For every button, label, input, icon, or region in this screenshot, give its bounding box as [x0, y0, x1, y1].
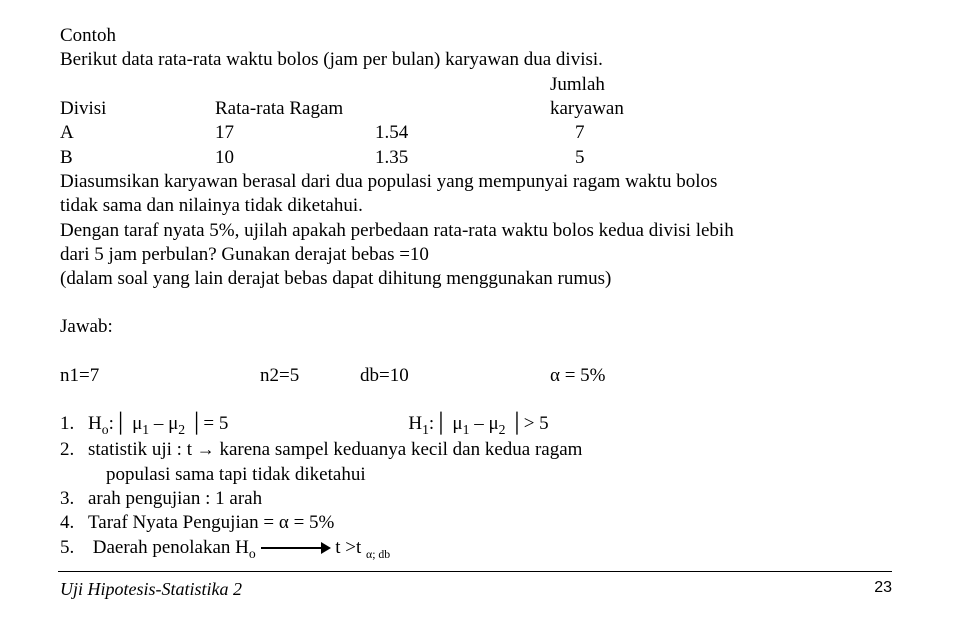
step-2-line2: populasi sama tapi tidak diketahui	[106, 464, 366, 485]
cell-b-ragam: 1.35	[375, 146, 575, 170]
data-table-header: DivisiRata-rata Ragam Jumlah karyawan	[60, 73, 900, 122]
step-4-text: Taraf Nyata Pengujian = α = 5%	[88, 512, 334, 533]
page: Contoh Berikut data rata-rata waktu bolo…	[0, 0, 960, 630]
blank-3	[60, 388, 900, 412]
footer: Uji Hipotesis-Statistika 2 23	[60, 579, 892, 600]
intro-text: Berikut data rata-rata waktu bolos (jam …	[60, 48, 900, 72]
step-5-text-a: Daerah penolakan Ho	[88, 537, 256, 558]
param-alpha: α = 5%	[550, 364, 606, 388]
param-n1: n1=7	[60, 364, 260, 388]
h0: Ho:│ μ1 – μ2 │= 5	[88, 413, 228, 434]
page-number: 23	[874, 579, 892, 600]
col-rata: Rata-rata Ragam	[215, 97, 395, 121]
step-3: 3.arah pengujian : 1 arah	[60, 487, 900, 511]
cell-b-n: 5	[575, 146, 585, 170]
param-db: db=10	[360, 364, 550, 388]
content: Contoh Berikut data rata-rata waktu bolo…	[60, 24, 900, 562]
blank-2	[60, 340, 900, 364]
cell-a-rata: 17	[215, 121, 375, 145]
step-3-text: arah pengujian : 1 arah	[88, 488, 262, 509]
h1: H1:│ μ1 – μ2 │> 5	[408, 413, 548, 434]
step-2-num: 2.	[60, 438, 88, 462]
footer-rule	[58, 571, 892, 572]
step-2-cont: populasi sama tapi tidak diketahui	[60, 463, 900, 487]
col-n: Jumlah karyawan	[550, 73, 650, 122]
step-3-num: 3.	[60, 487, 88, 511]
assumption-line-1: Diasumsikan karyawan berasal dari dua po…	[60, 170, 900, 194]
long-arrow-icon	[261, 542, 331, 554]
arrow-right-icon: →	[197, 439, 215, 459]
step-2-text-a: statistik uji : t	[88, 439, 197, 460]
step-4-num: 4.	[60, 511, 88, 535]
step-1: 1.Ho:│ μ1 – μ2 │= 5 H1:│ μ1 – μ2 │> 5	[60, 412, 900, 438]
assumption-line-2: tidak sama dan nilainya tidak diketahui.	[60, 194, 900, 218]
step-2-text-b: karena sampel keduanya kecil dan kedua r…	[215, 439, 583, 460]
footer-course: Uji Hipotesis-Statistika 2	[60, 579, 242, 600]
data-row-b: B101.355	[60, 146, 900, 170]
params-row: n1=7n2=5db=10α = 5%	[60, 364, 900, 388]
step-5-text-b: t >t α; db	[335, 537, 390, 558]
example-label: Contoh	[60, 24, 900, 48]
step-5: 5. Daerah penolakan Ho t >t α; db	[60, 536, 900, 562]
question-line-3: (dalam soal yang lain derajat bebas dapa…	[60, 267, 900, 291]
cell-a-ragam: 1.54	[375, 121, 575, 145]
cell-a-n: 7	[575, 121, 585, 145]
step-2: 2.statistik uji : t → karena sampel kedu…	[60, 438, 900, 462]
param-n2: n2=5	[260, 364, 360, 388]
data-row-a: A171.547	[60, 121, 900, 145]
cell-b-div: B	[60, 146, 215, 170]
step-1-num: 1.	[60, 412, 88, 436]
question-line-1: Dengan taraf nyata 5%, ujilah apakah per…	[60, 219, 900, 243]
cell-b-rata: 10	[215, 146, 375, 170]
blank-1	[60, 291, 900, 315]
step-5-num: 5.	[60, 536, 88, 560]
col-divisi: Divisi	[60, 97, 215, 121]
step-4: 4.Taraf Nyata Pengujian = α = 5%	[60, 511, 900, 535]
answer-label: Jawab:	[60, 315, 900, 339]
question-line-2: dari 5 jam perbulan? Gunakan derajat beb…	[60, 243, 900, 267]
cell-a-div: A	[60, 121, 215, 145]
